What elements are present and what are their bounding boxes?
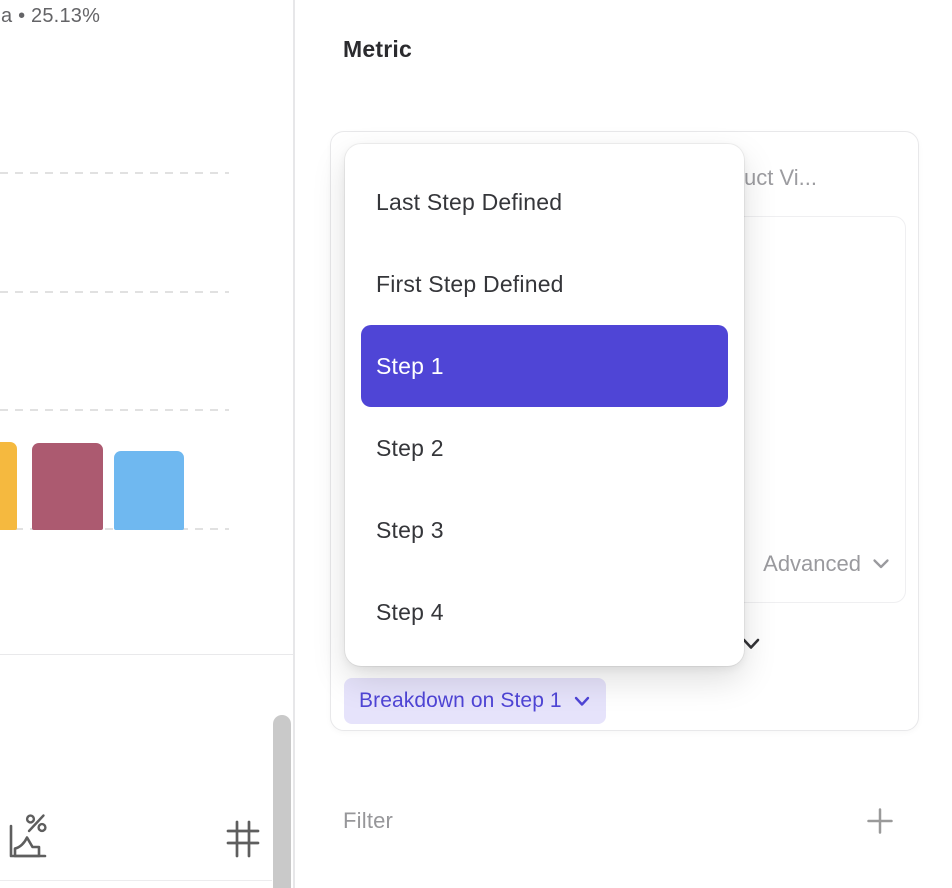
dropdown-option-label: Step 1 bbox=[376, 352, 444, 379]
dropdown-option-step-4[interactable]: Step 4 bbox=[361, 571, 728, 653]
dropdown-option-step-1[interactable]: Step 1 bbox=[361, 325, 728, 407]
dropdown-option-label: Step 3 bbox=[376, 516, 444, 543]
bar-maroon[interactable] bbox=[32, 443, 103, 530]
chevron-down-icon bbox=[873, 559, 889, 569]
breakdown-button[interactable]: Breakdown on Step 1 bbox=[344, 678, 606, 724]
metric-step-dropdown: Last Step Defined First Step Defined Step … bbox=[345, 144, 744, 666]
dropdown-option-first-step-defined[interactable]: First Step Defined bbox=[361, 243, 728, 325]
chevron-down-icon bbox=[574, 696, 589, 706]
metric-event-label-truncated: uct Vi... bbox=[744, 165, 817, 190]
dropdown-option-step-2[interactable]: Step 2 bbox=[361, 407, 728, 489]
conversion-percent-chart-icon[interactable] bbox=[4, 811, 50, 861]
advanced-toggle[interactable]: Advanced bbox=[763, 551, 890, 577]
panel-divider bbox=[293, 0, 295, 888]
page-title: Metric bbox=[343, 36, 412, 62]
hash-icon[interactable] bbox=[224, 817, 262, 861]
chart-gridline bbox=[0, 172, 229, 174]
add-filter-button[interactable] bbox=[864, 805, 896, 837]
breakdown-button-label: Breakdown on Step 1 bbox=[359, 689, 562, 712]
chart-bottom-divider bbox=[0, 880, 272, 881]
dropdown-option-label: Step 2 bbox=[376, 434, 444, 461]
plus-icon bbox=[867, 808, 893, 834]
dropdown-option-label: Step 4 bbox=[376, 598, 444, 625]
dropdown-option-label: Last Step Defined bbox=[376, 188, 563, 215]
chart-footer-divider bbox=[0, 654, 293, 655]
advanced-label: Advanced bbox=[763, 551, 861, 576]
dropdown-option-last-step-defined[interactable]: Last Step Defined bbox=[361, 161, 728, 243]
chart-gridline bbox=[0, 409, 229, 411]
vertical-scrollbar-thumb[interactable] bbox=[273, 715, 291, 888]
bar-orange[interactable] bbox=[0, 442, 17, 530]
dropdown-option-label: First Step Defined bbox=[376, 270, 564, 297]
filter-section-label: Filter bbox=[343, 808, 394, 833]
chart-legend-fragment: a • 25.13% bbox=[1, 5, 101, 27]
chart-panel: a • 25.13% bbox=[0, 0, 293, 888]
bar-blue[interactable] bbox=[114, 451, 184, 530]
collapse-chevron-icon[interactable] bbox=[741, 637, 761, 651]
chart-gridline bbox=[0, 291, 229, 293]
dropdown-option-step-3[interactable]: Step 3 bbox=[361, 489, 728, 571]
